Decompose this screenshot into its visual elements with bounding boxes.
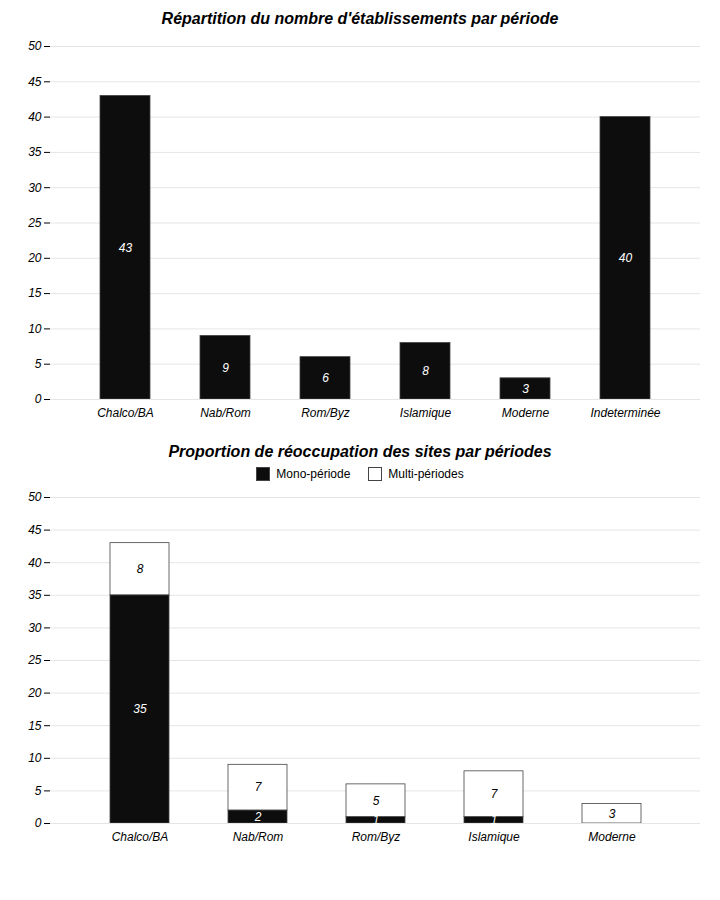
svg-text:25: 25 xyxy=(27,216,42,230)
svg-text:35: 35 xyxy=(133,702,147,716)
svg-text:1: 1 xyxy=(373,813,380,827)
svg-text:50: 50 xyxy=(28,39,42,53)
svg-text:45: 45 xyxy=(28,75,42,89)
html-text:Proportion de réoccupation des: Proportion de réoccupation des sites par… xyxy=(168,443,552,460)
svg-text:40: 40 xyxy=(28,556,42,570)
svg-text:20: 20 xyxy=(27,686,42,700)
svg-text:2: 2 xyxy=(254,810,262,824)
svg-text:8: 8 xyxy=(137,562,144,576)
svg-text:10: 10 xyxy=(28,322,42,336)
svg-text:Islamique: Islamique xyxy=(400,406,452,420)
svg-text:35: 35 xyxy=(28,145,42,159)
svg-text:Indeterminée: Indeterminée xyxy=(590,406,660,420)
svg-text:8: 8 xyxy=(422,364,429,378)
svg-text:43: 43 xyxy=(119,241,133,255)
svg-text:5: 5 xyxy=(373,794,380,808)
svg-text:35: 35 xyxy=(28,588,42,602)
svg-text:Rom/Byz: Rom/Byz xyxy=(352,830,401,844)
svg-text:3: 3 xyxy=(522,382,529,396)
svg-text:50: 50 xyxy=(28,490,42,504)
svg-text:5: 5 xyxy=(35,357,42,371)
svg-text:Moderne: Moderne xyxy=(502,406,550,420)
svg-text:6: 6 xyxy=(322,371,329,385)
svg-text:9: 9 xyxy=(222,361,229,375)
svg-text:15: 15 xyxy=(28,719,42,733)
svg-text:30: 30 xyxy=(28,621,42,635)
svg-text:7: 7 xyxy=(491,787,499,801)
svg-text:Islamique: Islamique xyxy=(468,830,520,844)
svg-text:Rom/Byz: Rom/Byz xyxy=(301,406,350,420)
svg-text:25: 25 xyxy=(27,653,42,667)
svg-text:0: 0 xyxy=(35,816,42,830)
svg-text:Chalco/BA: Chalco/BA xyxy=(112,830,169,844)
svg-text:Nab/Rom: Nab/Rom xyxy=(233,830,284,844)
svg-text:5: 5 xyxy=(35,784,42,798)
svg-text:30: 30 xyxy=(28,181,42,195)
html-text:Mono-période: Mono-période xyxy=(276,467,351,481)
svg-text:40: 40 xyxy=(619,251,633,265)
svg-text:15: 15 xyxy=(28,286,42,300)
html-text:Multi-périodes: Multi-périodes xyxy=(388,467,464,481)
svg-text:Chalco/BA: Chalco/BA xyxy=(97,406,154,420)
svg-text:7: 7 xyxy=(255,780,263,794)
svg-text:20: 20 xyxy=(27,251,42,265)
svg-text:40: 40 xyxy=(28,110,42,124)
svg-text:45: 45 xyxy=(28,523,42,537)
svg-text:3: 3 xyxy=(609,807,616,821)
svg-text:1: 1 xyxy=(491,813,498,827)
svg-text:10: 10 xyxy=(28,751,42,765)
svg-text:0: 0 xyxy=(35,392,42,406)
svg-text:Nab/Rom: Nab/Rom xyxy=(200,406,251,420)
html-text:Répartition du nombre d'établi: Répartition du nombre d'établissements p… xyxy=(161,10,559,27)
svg-text:Moderne: Moderne xyxy=(588,830,636,844)
